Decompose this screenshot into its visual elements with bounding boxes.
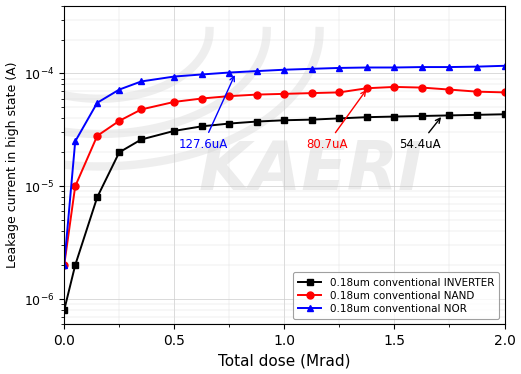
0.18um conventional NOR <box>446 65 453 69</box>
Legend: 0.18um conventional INVERTER, 0.18um conventional NAND, 0.18um conventional NOR: 0.18um conventional INVERTER, 0.18um con… <box>293 272 499 319</box>
0.18um conventional NOR <box>336 66 342 70</box>
0.18um conventional NOR <box>309 67 315 71</box>
0.18um conventional NAND <box>226 94 232 98</box>
0.18um conventional NOR <box>281 67 288 72</box>
0.18um conventional NOR <box>226 70 232 75</box>
0.18um conventional NAND <box>446 88 453 92</box>
0.18um conventional INVERTER <box>391 114 398 119</box>
0.18um conventional NOR <box>94 101 101 105</box>
Text: 80.7uA: 80.7uA <box>306 91 365 151</box>
Y-axis label: Leakage current in high state (A): Leakage current in high state (A) <box>6 62 19 268</box>
0.18um conventional NAND <box>254 92 260 97</box>
0.18um conventional INVERTER <box>199 124 205 129</box>
0.18um conventional INVERTER <box>171 129 177 133</box>
0.18um conventional NOR <box>501 64 507 68</box>
0.18um conventional NAND <box>309 91 315 95</box>
Line: 0.18um conventional NOR: 0.18um conventional NOR <box>61 62 508 269</box>
0.18um conventional NOR <box>138 79 144 84</box>
0.18um conventional NAND <box>419 85 425 90</box>
0.18um conventional INVERTER <box>254 119 260 124</box>
X-axis label: Total dose (Mrad): Total dose (Mrad) <box>218 353 351 368</box>
0.18um conventional INVERTER <box>419 114 425 118</box>
0.18um conventional INVERTER <box>116 150 122 154</box>
0.18um conventional INVERTER <box>226 121 232 126</box>
Line: 0.18um conventional INVERTER: 0.18um conventional INVERTER <box>61 111 508 313</box>
0.18um conventional NAND <box>501 90 507 95</box>
0.18um conventional NAND <box>72 184 78 188</box>
0.18um conventional NOR <box>391 65 398 70</box>
0.18um conventional NOR <box>72 139 78 144</box>
0.18um conventional NAND <box>171 99 177 104</box>
0.18um conventional NAND <box>61 263 67 267</box>
0.18um conventional NOR <box>254 69 260 73</box>
0.18um conventional NOR <box>199 72 205 77</box>
0.18um conventional INVERTER <box>61 308 67 312</box>
0.18um conventional NAND <box>116 119 122 123</box>
0.18um conventional INVERTER <box>336 116 342 121</box>
0.18um conventional NOR <box>419 65 425 69</box>
0.18um conventional NAND <box>94 134 101 138</box>
0.18um conventional INVERTER <box>94 195 101 199</box>
0.18um conventional NOR <box>474 64 480 69</box>
Text: KAERI: KAERI <box>199 138 423 204</box>
0.18um conventional NAND <box>336 90 342 95</box>
0.18um conventional NAND <box>138 107 144 112</box>
0.18um conventional INVERTER <box>474 113 480 117</box>
0.18um conventional INVERTER <box>309 117 315 122</box>
Text: 54.4uA: 54.4uA <box>399 118 440 151</box>
Text: 127.6uA: 127.6uA <box>179 76 234 151</box>
0.18um conventional INVERTER <box>446 113 453 118</box>
0.18um conventional INVERTER <box>364 115 370 119</box>
0.18um conventional INVERTER <box>138 137 144 142</box>
0.18um conventional NOR <box>364 65 370 70</box>
0.18um conventional NAND <box>199 96 205 101</box>
Line: 0.18um conventional NAND: 0.18um conventional NAND <box>61 83 508 269</box>
0.18um conventional NAND <box>281 92 288 96</box>
0.18um conventional NAND <box>474 89 480 94</box>
0.18um conventional INVERTER <box>281 118 288 123</box>
0.18um conventional NAND <box>364 86 370 91</box>
0.18um conventional NAND <box>391 85 398 89</box>
0.18um conventional NOR <box>61 263 67 267</box>
0.18um conventional NOR <box>171 74 177 79</box>
0.18um conventional INVERTER <box>501 112 507 117</box>
0.18um conventional NOR <box>116 88 122 92</box>
0.18um conventional INVERTER <box>72 263 78 267</box>
